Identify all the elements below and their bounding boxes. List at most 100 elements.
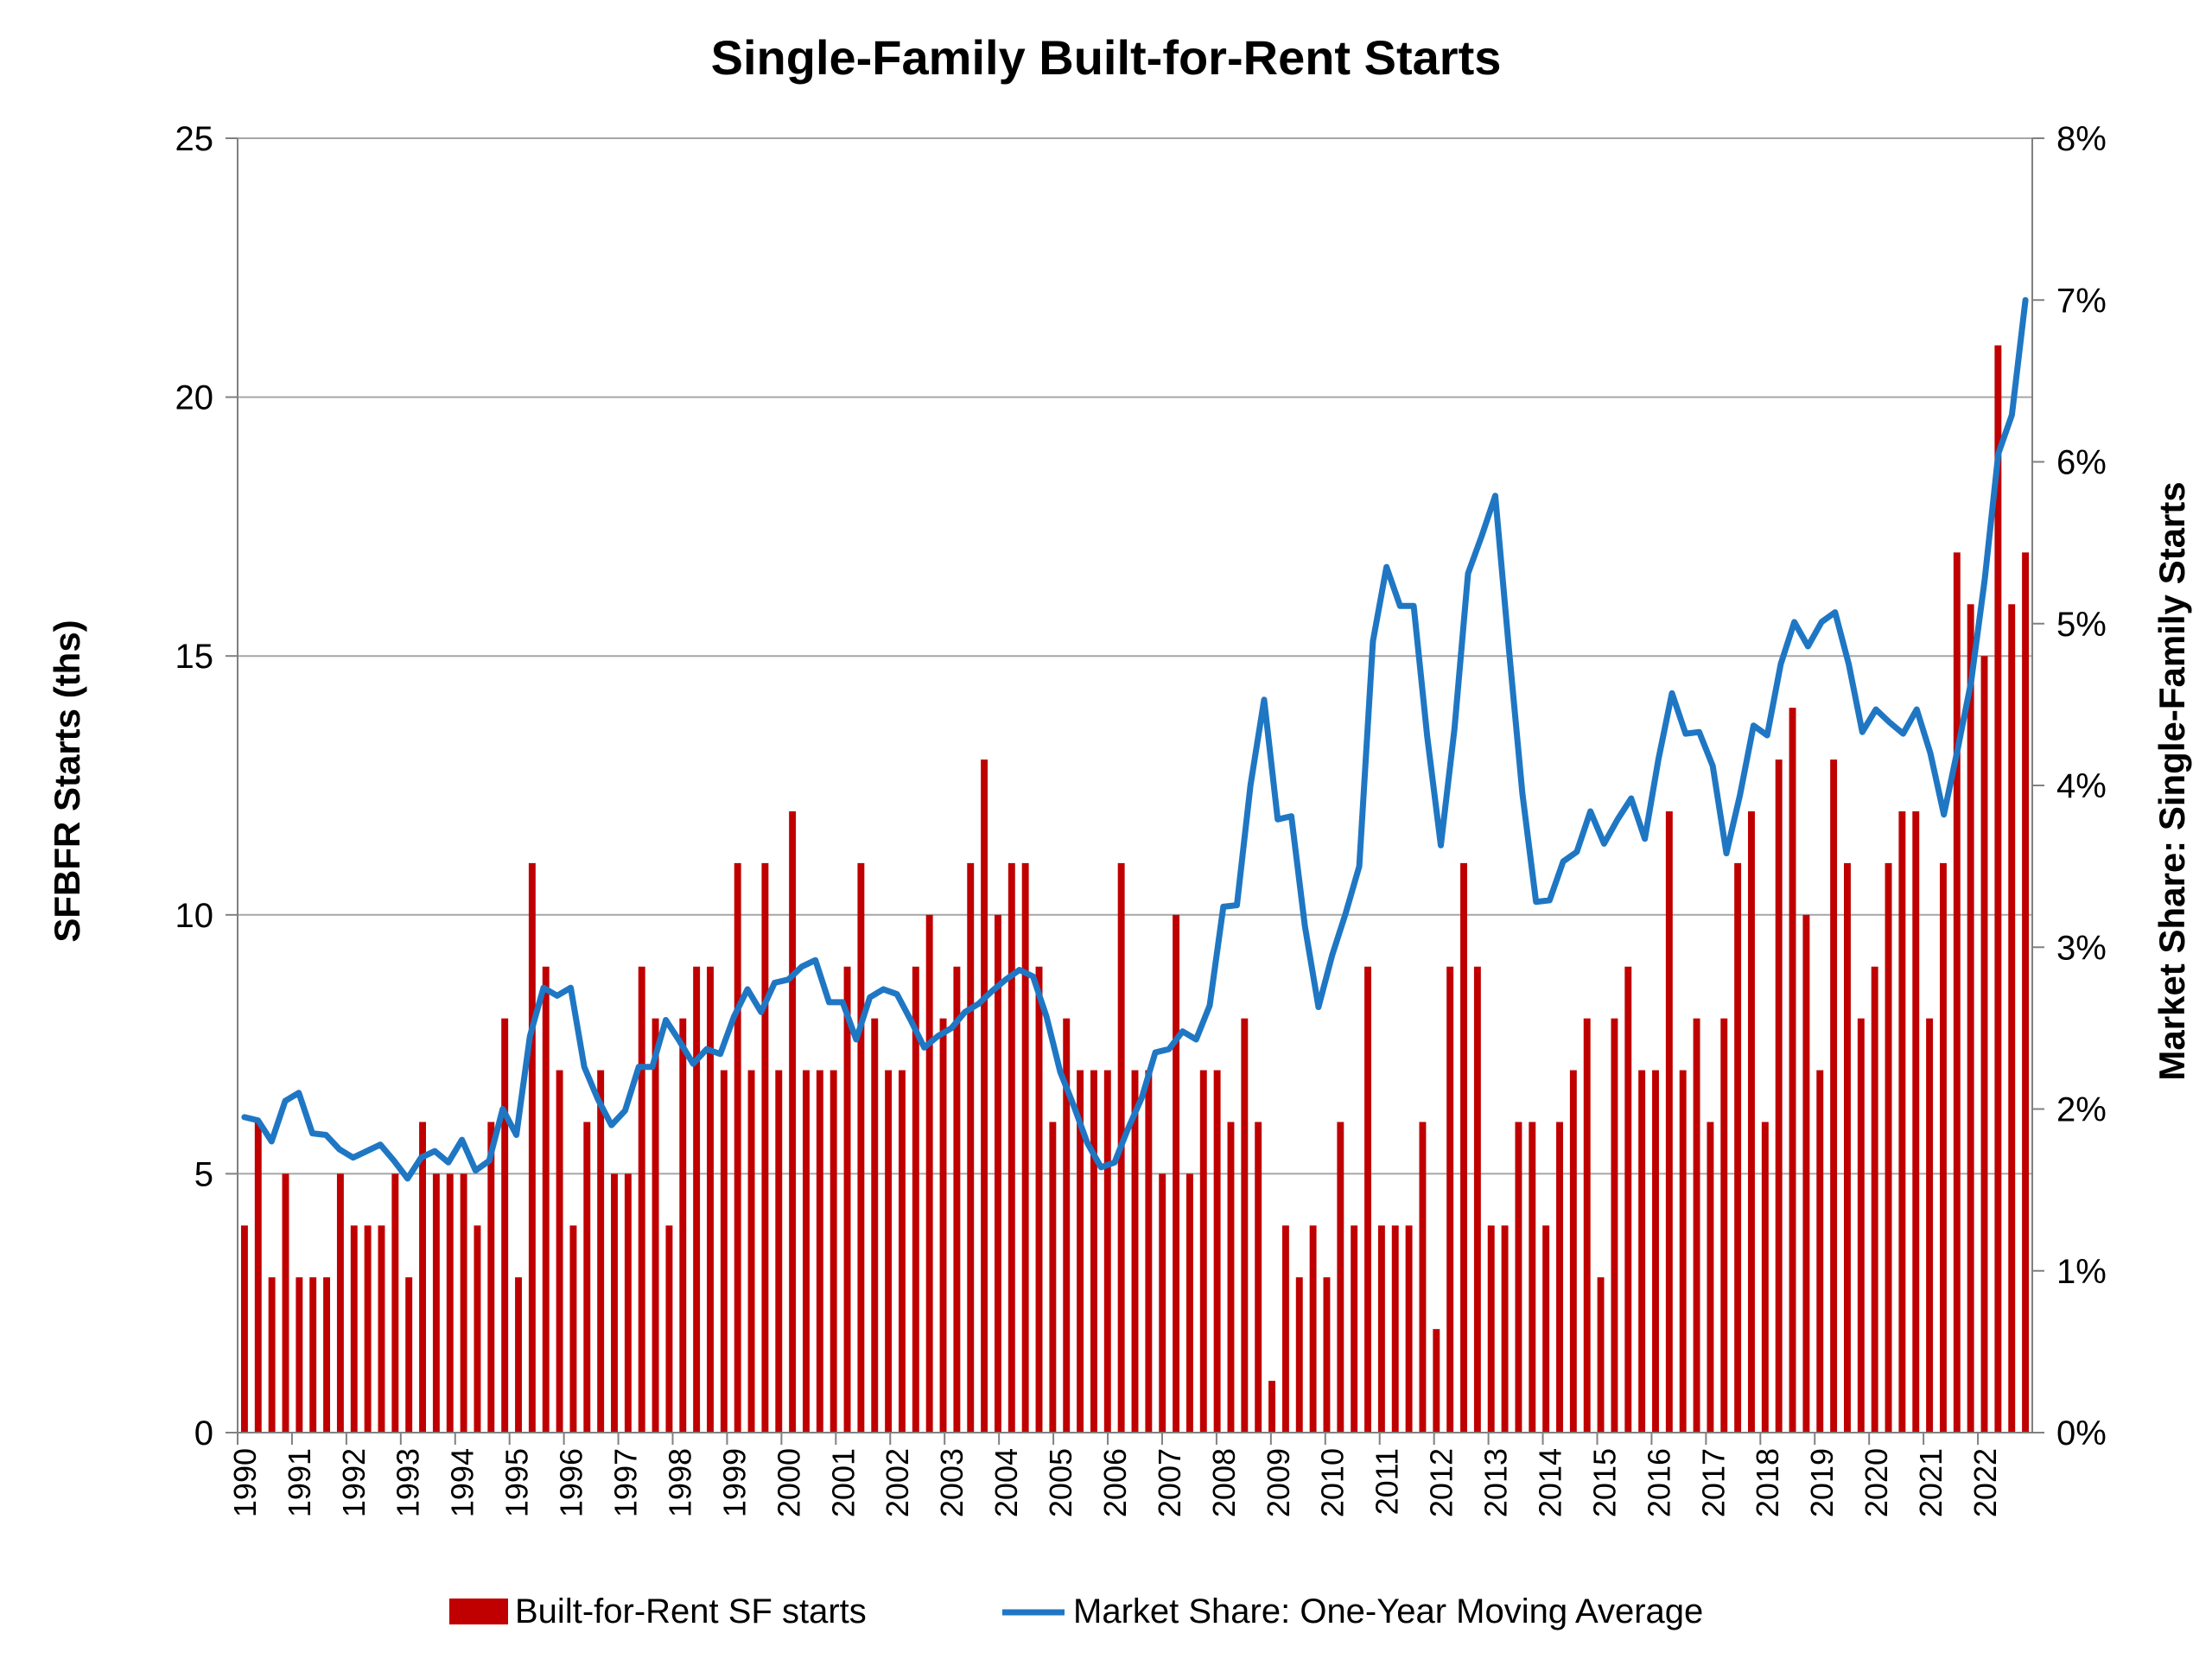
bar [624,1173,632,1433]
bar [679,1018,687,1433]
bar [611,1173,618,1433]
x-tick-label: 2018 [1750,1448,1785,1517]
x-tick-label: 2021 [1913,1448,1948,1517]
bar [912,966,919,1433]
x-tick-label: 2020 [1859,1448,1894,1517]
bar [1583,1018,1591,1433]
bar [569,1225,577,1433]
bar [693,966,701,1433]
bar [981,760,988,1433]
bar [871,1018,879,1433]
bar [1624,966,1632,1433]
legend-bar-label: Built-for-Rent SF starts [515,1592,867,1630]
y-tick-label: 20 [175,379,214,417]
bar [734,862,741,1433]
bar [364,1225,372,1433]
x-tick-label: 2000 [771,1448,806,1517]
bar [1049,1122,1057,1433]
bar [1775,760,1783,1433]
bar [1063,1018,1071,1433]
bar [323,1277,331,1433]
x-tick-label: 1999 [716,1448,752,1517]
x-tick-label: 1991 [282,1448,317,1517]
bar [309,1277,317,1433]
bar [1789,708,1796,1433]
bar [1556,1122,1563,1433]
bar [939,1018,947,1433]
x-tick-label: 2001 [825,1448,861,1517]
x-tick-label: 2004 [988,1448,1024,1517]
bar [652,1018,659,1433]
bar [843,966,851,1433]
bar [405,1277,413,1433]
x-tick-label: 2012 [1424,1448,1459,1517]
bar [1377,1225,1385,1433]
bar [665,1225,673,1433]
y2-tick-label: 5% [2056,606,2107,644]
x-tick-label: 2019 [1804,1448,1840,1517]
y2-tick-label: 6% [2056,444,2107,482]
bar-series [240,345,2030,1433]
bar [899,1070,906,1433]
tick-labels: 0 5 10 15 20 25 0% 1% 2% 3% 4% 5% 6% 7% 8% 1990 1991 1992… [175,120,2107,1517]
bar [747,1070,755,1433]
bar [1077,1070,1084,1433]
bar [707,966,714,1433]
y2-tick-label: 1% [2056,1253,2107,1291]
bar [1364,966,1371,1433]
bar [296,1277,303,1433]
x-tick-label: 2009 [1261,1448,1296,1517]
bar [336,1173,344,1433]
bar [1871,966,1878,1433]
x-tick-label: 2007 [1152,1448,1187,1517]
x-tick-label: 2008 [1206,1448,1242,1517]
bar [1720,1018,1728,1433]
bar [350,1225,358,1433]
line-series [241,296,2029,1182]
bar [1241,1018,1249,1433]
bar [1857,1018,1865,1433]
y-tick-label: 10 [175,897,214,935]
bar [1802,914,1810,1433]
bar [953,966,961,1433]
bar [1487,1225,1495,1433]
bar [638,966,645,1433]
bar [1405,1225,1413,1433]
bar [1295,1277,1303,1433]
bar [1007,862,1015,1433]
bar [925,914,933,1433]
bar [1515,1122,1522,1433]
bar [1898,810,1906,1433]
bar [1569,1070,1577,1433]
bar [885,1070,893,1433]
market-share-line [241,296,2029,1182]
bar [378,1225,385,1433]
bar [2008,604,2016,1433]
bar [1309,1225,1317,1433]
bar [1980,656,1988,1433]
bar [1638,1070,1646,1433]
x-tick-label: 2022 [1967,1448,2003,1517]
bar [1501,1225,1509,1433]
legend-bar-swatch [449,1599,508,1624]
bar [1433,1329,1440,1433]
bar [1761,1122,1769,1433]
x-tick-label: 2016 [1641,1448,1676,1517]
x-tick-label: 2017 [1695,1448,1731,1517]
bar [1843,862,1851,1433]
bar [1090,1070,1097,1433]
x-tick-label: 2013 [1478,1448,1514,1517]
bar [1611,1018,1618,1433]
bar [1268,1381,1276,1433]
chart-title: Single-Family Built-for-Rent Starts [711,30,1502,85]
x-tick-label: 1995 [499,1448,535,1517]
bar [240,1225,248,1433]
bar [528,862,536,1433]
bar [1281,1225,1289,1433]
y-tick-label: 0 [194,1414,213,1452]
bar [1953,552,1961,1433]
bar [487,1122,495,1433]
x-tick-label: 2003 [934,1448,969,1517]
